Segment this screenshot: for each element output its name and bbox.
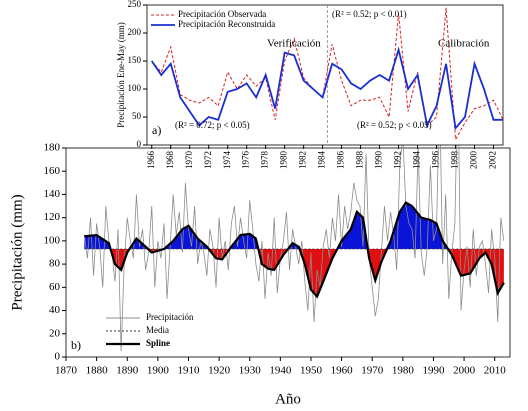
x-tick-label: 1890 xyxy=(116,365,139,377)
y-tick-label: 40 xyxy=(49,304,61,316)
x-tick-label: 1970 xyxy=(361,365,384,377)
annotation: Calibración xyxy=(438,38,490,50)
y-tick-label: 60 xyxy=(49,281,61,293)
legend-label: Precipitación xyxy=(146,312,194,322)
x-tick-label: 1990 xyxy=(422,365,445,377)
x-tick-label: 1870 xyxy=(55,365,78,377)
above-mean-fill xyxy=(84,202,504,250)
x-tick-label: 1960 xyxy=(331,365,354,377)
x-tick-label: 1966 xyxy=(146,151,156,170)
y-tick-label: 120 xyxy=(44,211,61,223)
legend-label: Precipitación Reconstruida xyxy=(178,19,275,29)
plot-frame xyxy=(65,147,511,358)
x-tick-label: 1950 xyxy=(300,365,323,377)
annotation: Verificación xyxy=(267,38,321,50)
y-tick-label: 250 xyxy=(128,0,142,9)
x-tick-label: 2002 xyxy=(488,151,498,169)
annotation: (R² = 0.72; p < 0.05) xyxy=(175,120,250,130)
y-tick-label: 20 xyxy=(49,327,61,339)
panel-label: b) xyxy=(71,338,81,352)
y-tick-label: 100 xyxy=(44,234,61,246)
x-tick-label: 1976 xyxy=(241,151,251,170)
y-tick-label: 0 xyxy=(55,351,61,363)
x-tick-label: 1968 xyxy=(165,151,175,170)
x-tick-label: 1978 xyxy=(260,151,270,170)
y-tick-label: 80 xyxy=(49,258,61,270)
annotation: (R² = 0.52; p < 0.05) xyxy=(357,120,432,130)
x-tick-label: 1880 xyxy=(86,365,109,377)
y-tick-label: 140 xyxy=(44,188,61,200)
x-tick-label: 1998 xyxy=(450,151,460,170)
panel-label: a) xyxy=(152,123,161,137)
x-tick-label: 2000 xyxy=(453,365,476,377)
x-tick-label: 1910 xyxy=(177,365,200,377)
legend-label: Precipitación Observada xyxy=(178,9,266,19)
x-tick-label: 1988 xyxy=(355,151,365,170)
y-tick-label: 180 xyxy=(44,142,61,154)
y-tick-label: 0 xyxy=(137,139,142,149)
y-axis-title: Precipitación Ene-May (mm) xyxy=(116,22,126,127)
annotation: (R² = 0.52; p < 0.01) xyxy=(332,9,407,19)
y-tick-label: 150 xyxy=(128,55,142,65)
x-tick-label: 1900 xyxy=(147,365,170,377)
y-tick-label: 50 xyxy=(132,111,142,121)
x-tick-label: 1994 xyxy=(412,151,422,170)
x-tick-label: 2010 xyxy=(484,365,507,377)
x-tick-label: 1972 xyxy=(203,151,213,169)
series-line xyxy=(151,46,503,131)
legend-label: Media xyxy=(146,325,169,335)
x-tick-label: 1920 xyxy=(208,365,231,377)
y-axis-title: Precipitación (mm) xyxy=(9,194,25,310)
x-tick-label: 1982 xyxy=(298,151,308,169)
x-tick-label: 1992 xyxy=(393,151,403,169)
x-tick-label: 2000 xyxy=(469,151,479,170)
x-tick-label: 1990 xyxy=(374,151,384,170)
x-tick-label: 1940 xyxy=(269,365,292,377)
y-tick-label: 200 xyxy=(128,27,142,37)
legend-label: Spline xyxy=(146,338,170,348)
x-tick-label: 1986 xyxy=(336,151,346,170)
x-tick-label: 1980 xyxy=(279,151,289,170)
x-tick-label: 1974 xyxy=(222,151,232,170)
x-axis-title: Año xyxy=(275,391,301,407)
x-tick-label: 1930 xyxy=(239,365,262,377)
x-tick-label: 1980 xyxy=(392,365,415,377)
x-tick-label: 1996 xyxy=(431,151,441,170)
precipitation-line xyxy=(83,72,505,352)
y-tick-label: 160 xyxy=(44,165,61,177)
x-tick-label: 1984 xyxy=(317,151,327,170)
x-tick-label: 1970 xyxy=(184,151,194,170)
spline-line xyxy=(84,201,505,299)
y-tick-label: 100 xyxy=(128,83,142,93)
